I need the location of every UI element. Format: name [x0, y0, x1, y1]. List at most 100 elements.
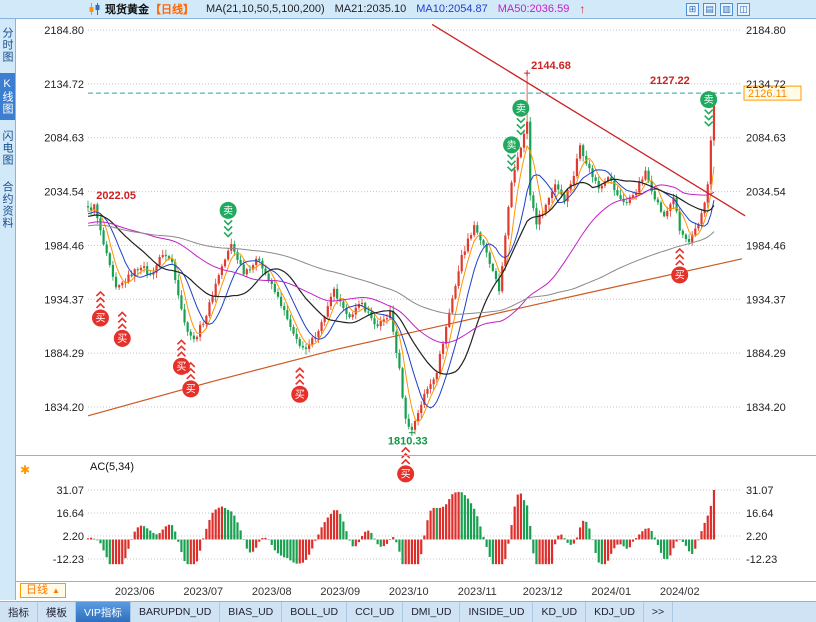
- ac-bar: [454, 492, 457, 540]
- timeframe-chip[interactable]: 日线 ▲: [20, 583, 66, 598]
- candle-body: [485, 244, 488, 253]
- price-tick-label: 2184.80: [746, 25, 786, 37]
- price-tick-label: 1884.29: [746, 348, 786, 360]
- ac-bar: [373, 538, 376, 540]
- ac-bar: [538, 539, 541, 565]
- layout-columns-icon[interactable]: ▥: [720, 2, 733, 16]
- ac-bar: [276, 539, 280, 554]
- tab-模板[interactable]: 模板: [38, 602, 76, 622]
- price-tick-label: 2084.63: [44, 133, 84, 145]
- tab->>[interactable]: >>: [644, 602, 674, 622]
- ac-bar: [308, 539, 311, 555]
- candle-body: [631, 195, 635, 198]
- sidebar-item-合约资料[interactable]: 合约资料: [1, 181, 13, 229]
- candle-body: [712, 93, 716, 141]
- candle-body: [588, 163, 591, 169]
- tab-DMI_UD[interactable]: DMI_UD: [403, 602, 461, 622]
- candle-body: [336, 288, 339, 299]
- ac-bar: [404, 539, 407, 565]
- ac-bar: [510, 525, 513, 540]
- ma50-line: [87, 184, 715, 344]
- layout-grid-icon[interactable]: ⊞: [686, 2, 699, 16]
- ac-bar: [429, 510, 432, 540]
- candle-body: [513, 169, 516, 183]
- candle-body: [364, 302, 367, 312]
- candle-body: [214, 283, 217, 297]
- ac-bar: [691, 539, 694, 555]
- ac-bar: [644, 528, 647, 540]
- ac-bar: [656, 539, 660, 545]
- candle-body: [192, 335, 195, 340]
- ac-bar: [675, 539, 678, 542]
- candle-body: [311, 337, 314, 345]
- ac-bar: [336, 510, 339, 540]
- candle-body: [597, 180, 600, 189]
- price-annotation: 2144.68: [531, 60, 571, 72]
- ac-bar: [616, 539, 619, 545]
- sidebar-item-闪电图[interactable]: 闪电图: [1, 130, 13, 166]
- candle-body: [451, 298, 454, 313]
- ac-bar: [245, 539, 248, 549]
- candle-body: [703, 202, 706, 214]
- layout-rows-icon[interactable]: ▤: [703, 2, 716, 16]
- tab-BOLL_UD[interactable]: BOLL_UD: [282, 602, 348, 622]
- candle-body: [220, 266, 224, 276]
- ac-bar: [323, 522, 326, 540]
- tab-CCI_UD[interactable]: CCI_UD: [347, 602, 404, 622]
- ac-bar: [585, 521, 588, 540]
- candle-body: [647, 170, 650, 181]
- tab-BARUPDN_UD[interactable]: BARUPDN_UD: [131, 602, 221, 622]
- sidebar-item-K线图[interactable]: K线图: [0, 73, 15, 120]
- tab-KD_UD[interactable]: KD_UD: [533, 602, 587, 622]
- candle-body: [672, 197, 675, 205]
- tab-VIP指标[interactable]: VIP指标: [76, 602, 131, 622]
- ac-bar: [712, 489, 716, 540]
- ac-bar: [388, 539, 392, 540]
- candle-body: [121, 282, 124, 286]
- candle-body: [684, 234, 688, 240]
- candle-body: [469, 235, 473, 239]
- candle-body: [105, 244, 108, 254]
- ac-bar: [469, 503, 473, 540]
- tab-INSIDE_UD[interactable]: INSIDE_UD: [460, 602, 534, 622]
- candle-body: [255, 258, 258, 266]
- candle-body: [164, 255, 167, 257]
- candle-body: [345, 308, 348, 314]
- ac-bar: [258, 539, 261, 542]
- candle-body: [205, 315, 208, 324]
- candle-body: [516, 157, 519, 170]
- price-tick-label: 2134.72: [746, 79, 786, 91]
- candle-body: [582, 145, 585, 156]
- buy-signal-label: 买: [675, 269, 685, 281]
- month-label: 2024/02: [660, 586, 700, 598]
- tab-BIAS_UD[interactable]: BIAS_UD: [220, 602, 283, 622]
- price-tick-label: 2084.63: [746, 133, 786, 145]
- candle-body: [183, 309, 186, 323]
- tab-指标[interactable]: 指标: [0, 602, 38, 622]
- candle-body: [108, 253, 111, 265]
- ac-bar: [597, 539, 600, 563]
- ac-bar: [111, 539, 115, 565]
- ac-bar: [541, 539, 544, 565]
- tab-KDJ_UD[interactable]: KDJ_UD: [586, 602, 644, 622]
- candle-body: [538, 214, 541, 225]
- candle-body: [557, 184, 560, 190]
- candle-body: [420, 404, 423, 414]
- sidebar-item-分时图[interactable]: 分时图: [1, 27, 13, 63]
- ma-settings-label[interactable]: MA(21,10,50,5,100,200): [206, 3, 325, 15]
- price-tick-label: 2034.54: [746, 187, 786, 199]
- ma100-line: [87, 224, 715, 315]
- layout-split-icon[interactable]: ◫: [737, 2, 750, 16]
- month-label: 2023/11: [458, 586, 497, 598]
- ac-bar: [167, 524, 171, 540]
- chevron-up-icon: ▲: [52, 586, 60, 595]
- candle-body: [320, 322, 323, 332]
- price-tick-label: 1834.20: [746, 402, 786, 414]
- ac-bar: [357, 539, 361, 543]
- candle-body: [563, 194, 566, 202]
- candle-body: [236, 251, 239, 260]
- candle-body: [142, 266, 146, 268]
- candle-body: [208, 302, 211, 316]
- candle-body: [610, 177, 613, 181]
